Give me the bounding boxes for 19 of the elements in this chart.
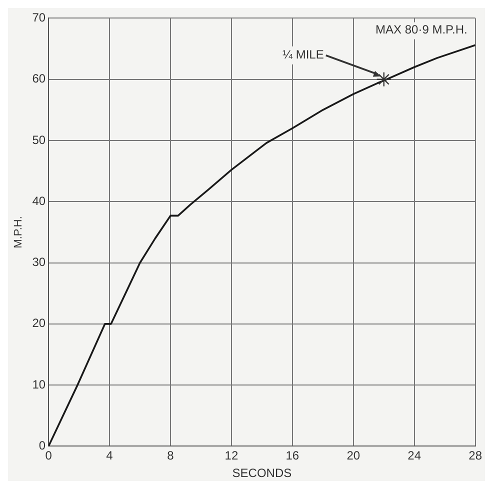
annotation: MAX 80·9 M.P.H. — [376, 22, 468, 37]
y-tick-label: 30 — [32, 255, 46, 270]
x-axis-title: SECONDS — [232, 466, 292, 480]
x-tick-label: 24 — [408, 448, 422, 463]
annotation: ¼ MILE — [282, 48, 324, 62]
y-axis-title: M.P.H. — [12, 216, 25, 248]
y-tick-label: 20 — [32, 316, 46, 330]
x-tick-label: 12 — [224, 448, 238, 463]
y-tick-label: 40 — [32, 194, 46, 208]
x-tick-label: 28 — [468, 448, 482, 463]
x-tick-label: 16 — [286, 448, 300, 463]
x-tick-label: 20 — [346, 448, 360, 463]
y-tick-label: 50 — [32, 132, 46, 147]
y-tick-label: 60 — [32, 72, 46, 86]
x-tick-label: 8 — [167, 448, 174, 463]
y-tick-label: 0 — [38, 438, 46, 453]
x-tick-label: 4 — [106, 448, 114, 463]
y-tick-label: 70 — [32, 10, 46, 25]
y-tick-label: 10 — [32, 377, 46, 392]
